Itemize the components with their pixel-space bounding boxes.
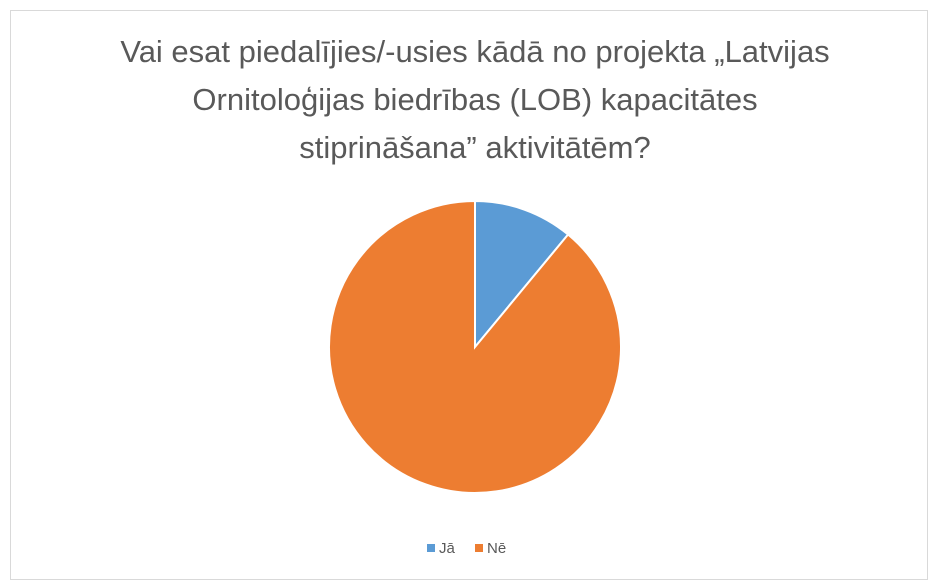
- chart-title: Vai esat piedalījies/-usies kādā no proj…: [120, 34, 830, 165]
- pie-slice: [328, 199, 622, 494]
- legend-label: Nē: [487, 540, 506, 557]
- legend-label: Jā: [439, 540, 456, 557]
- pie-slice: [474, 199, 570, 350]
- legend-swatch: [475, 544, 483, 552]
- legend-swatch: [427, 544, 435, 552]
